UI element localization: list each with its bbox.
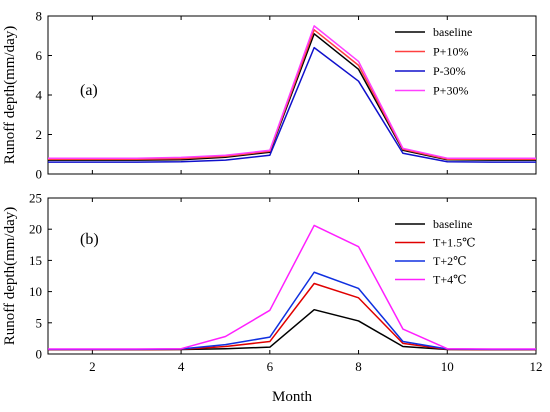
legend-label: T+2℃ <box>433 254 467 268</box>
chart-panel-2: 0 5 10 15 20 25 2 4 6 8 10 12 Runoff depth(mm/day) Mo… <box>2 191 543 406</box>
x-tick-label: 12 <box>530 359 543 374</box>
y-tick-label: 0 <box>36 347 43 362</box>
series-line-p-30- <box>48 25 536 159</box>
x-tick-label: 2 <box>89 359 96 374</box>
panel-label: (b) <box>80 231 99 248</box>
y-tick-label: 8 <box>36 9 43 24</box>
y-tick-label: 20 <box>29 222 42 237</box>
legend-label: T+1.5℃ <box>433 236 476 250</box>
series-line-p-10- <box>48 29 536 160</box>
series-line-p-30- <box>48 46 536 163</box>
series-line-baseline <box>48 308 536 351</box>
legend-label: baseline <box>433 25 472 39</box>
x-tick-label: 6 <box>267 359 274 374</box>
y-tick-label: 10 <box>29 284 42 299</box>
series-line-t-4- <box>48 224 536 350</box>
x-tick-label: 8 <box>355 359 362 374</box>
chart-panel-1: 0 2 4 6 8 Runoff depth(mm/day) (a) baseline P+10… <box>2 9 537 182</box>
y-tick-label: 0 <box>36 167 43 182</box>
y-tick-label: 5 <box>36 315 43 330</box>
y-axis-title: Runoff depth(mm/day) <box>2 207 18 345</box>
y-tick-label: 4 <box>36 88 43 103</box>
x-axis-title: Month <box>272 389 313 405</box>
y-tick-label: 25 <box>29 191 42 206</box>
y-tick-label: 2 <box>36 127 43 142</box>
legend-label: P-30% <box>433 64 466 78</box>
y-tick-label: 6 <box>36 48 43 63</box>
x-tick-label: 10 <box>441 359 454 374</box>
legend-label: P+30% <box>433 84 468 98</box>
x-tick-label: 4 <box>178 359 185 374</box>
y-axis-title: Runoff depth(mm/day) <box>2 26 18 164</box>
panel-label: (a) <box>80 82 98 99</box>
series-line-t-1-5- <box>48 282 536 351</box>
legend-label: baseline <box>433 217 472 231</box>
legend-label: P+10% <box>433 45 468 59</box>
legend-label: T+4℃ <box>433 273 467 287</box>
plot-frame <box>47 197 537 355</box>
y-tick-label: 15 <box>29 253 42 268</box>
